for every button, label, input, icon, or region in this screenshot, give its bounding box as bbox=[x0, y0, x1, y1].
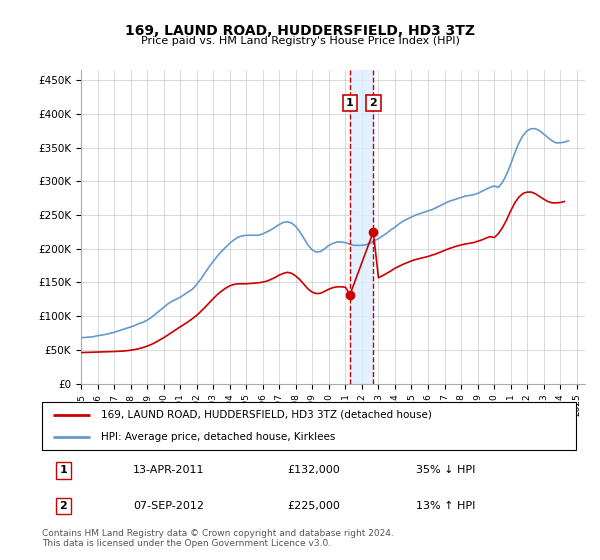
Text: 07-SEP-2012: 07-SEP-2012 bbox=[133, 501, 204, 511]
Text: Price paid vs. HM Land Registry's House Price Index (HPI): Price paid vs. HM Land Registry's House … bbox=[140, 36, 460, 46]
Text: Contains HM Land Registry data © Crown copyright and database right 2024.
This d: Contains HM Land Registry data © Crown c… bbox=[42, 529, 394, 548]
Text: 2: 2 bbox=[59, 501, 67, 511]
Text: HPI: Average price, detached house, Kirklees: HPI: Average price, detached house, Kirk… bbox=[101, 432, 335, 442]
Text: 13% ↑ HPI: 13% ↑ HPI bbox=[416, 501, 475, 511]
FancyBboxPatch shape bbox=[42, 402, 576, 450]
Text: £132,000: £132,000 bbox=[287, 465, 340, 475]
Text: 35% ↓ HPI: 35% ↓ HPI bbox=[416, 465, 475, 475]
Text: 1: 1 bbox=[59, 465, 67, 475]
Text: 169, LAUND ROAD, HUDDERSFIELD, HD3 3TZ (detached house): 169, LAUND ROAD, HUDDERSFIELD, HD3 3TZ (… bbox=[101, 410, 431, 420]
Text: 13-APR-2011: 13-APR-2011 bbox=[133, 465, 204, 475]
Text: 2: 2 bbox=[370, 98, 377, 108]
Text: 1: 1 bbox=[346, 98, 354, 108]
Text: £225,000: £225,000 bbox=[287, 501, 341, 511]
Bar bbox=[350, 70, 373, 384]
Text: 169, LAUND ROAD, HUDDERSFIELD, HD3 3TZ: 169, LAUND ROAD, HUDDERSFIELD, HD3 3TZ bbox=[125, 24, 475, 38]
